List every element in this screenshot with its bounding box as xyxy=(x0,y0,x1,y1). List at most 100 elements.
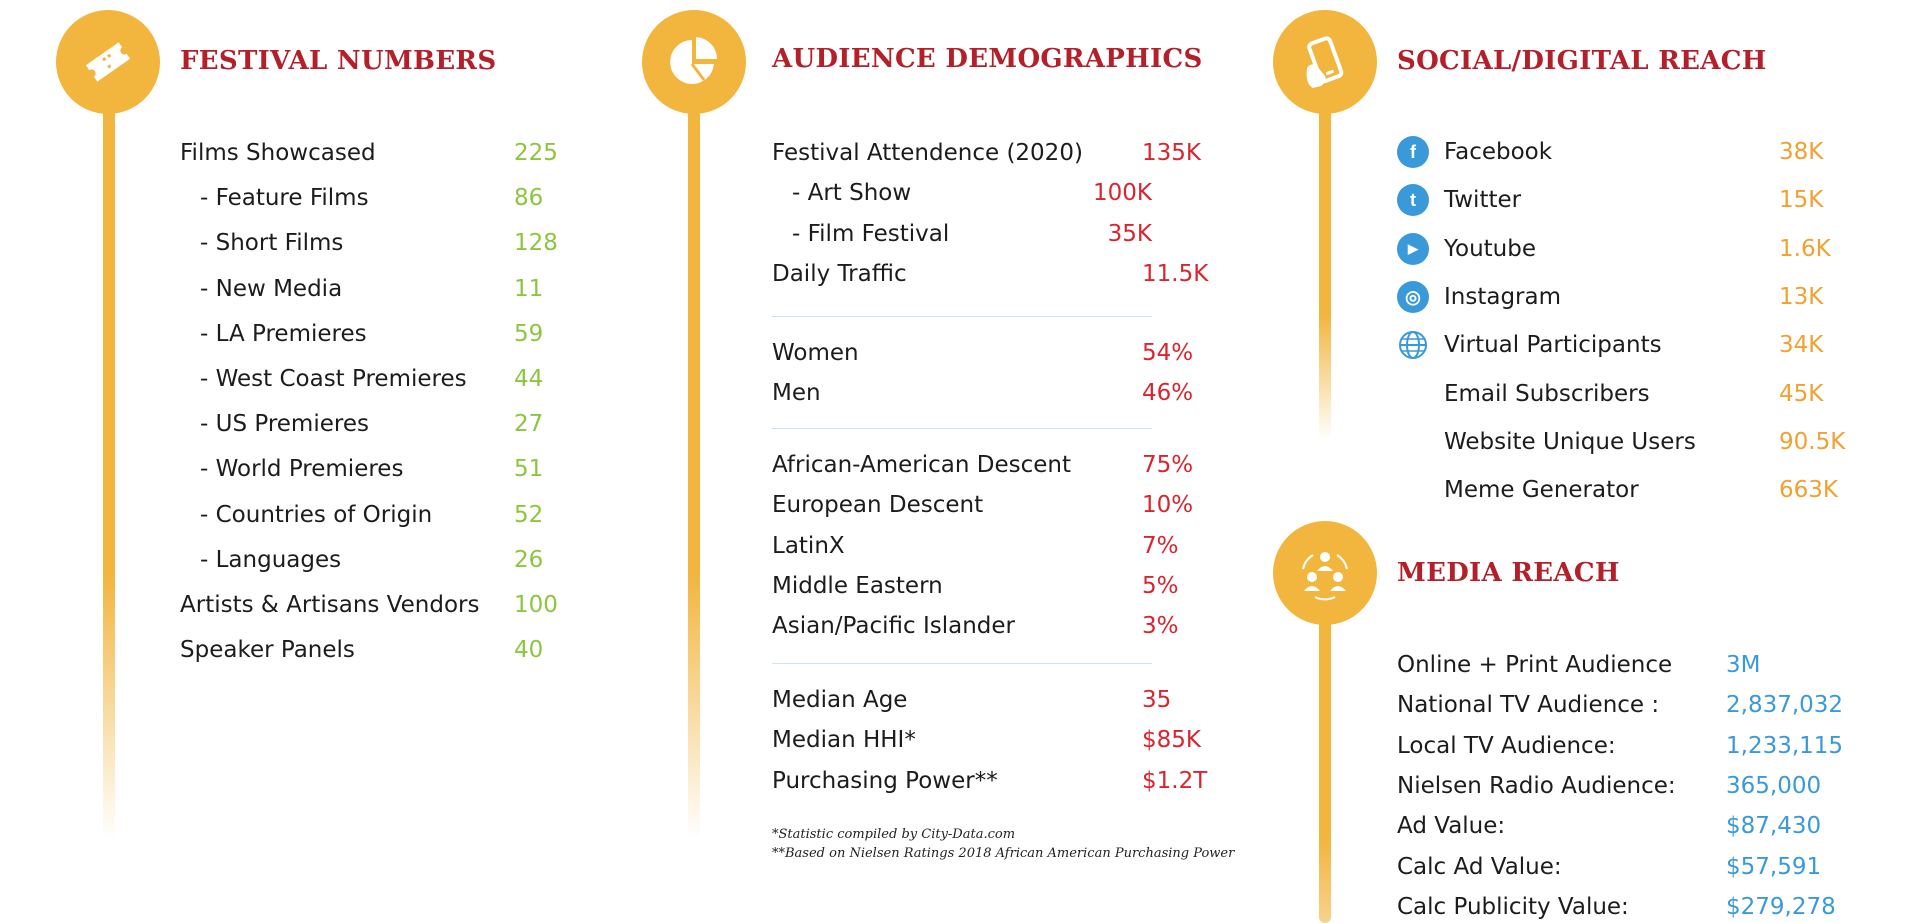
stat-value: 100K xyxy=(1093,180,1152,206)
stat-label: - West Coast Premieres xyxy=(200,366,467,392)
stat-value: 365,000 xyxy=(1726,773,1822,799)
audience-demographics-title: AUDIENCE DEMOGRAPHICS xyxy=(772,44,1203,74)
stat-label: - New Media xyxy=(200,276,343,302)
facebook-icon: f xyxy=(1397,136,1429,168)
audience-demographics-section: AUDIENCE DEMOGRAPHICS Festival Attendenc… xyxy=(610,0,1270,923)
stat-label: Films Showcased xyxy=(180,140,376,166)
stat-row: Middle Eastern xyxy=(772,571,943,601)
stat-label: - Film Festival xyxy=(792,221,950,247)
stat-value: 10% xyxy=(1142,492,1194,518)
stat-row: Local TV Audience: xyxy=(1397,731,1616,761)
stat-label: LatinX xyxy=(772,533,845,559)
stat-label: - Countries of Origin xyxy=(200,502,433,528)
stat-value: 225 xyxy=(514,140,558,166)
stat-value: 3% xyxy=(1142,613,1179,639)
stat-label: Median HHI* xyxy=(772,727,916,753)
stat-label: Artists & Artisans Vendors xyxy=(180,592,480,618)
stat-label: - World Premieres xyxy=(200,456,404,482)
stat-row: Purchasing Power** xyxy=(772,766,998,796)
stat-row: Website Unique Users xyxy=(1444,427,1696,457)
stat-label: Email Subscribers xyxy=(1444,381,1650,407)
stat-label: Facebook xyxy=(1444,139,1553,165)
stat-row: - Countries of Origin xyxy=(200,500,432,530)
stat-value: $87,430 xyxy=(1726,813,1822,839)
stat-row: - Languages xyxy=(200,545,341,575)
stat-label: Nielsen Radio Audience: xyxy=(1397,773,1676,799)
footnote-2: **Based on Nielsen Ratings 2018 African … xyxy=(772,846,1235,861)
social-digital-reach-title: SOCIAL/DIGITAL REACH xyxy=(1397,46,1767,76)
stat-value: 135K xyxy=(1142,140,1201,166)
section-divider xyxy=(772,663,1152,664)
stat-row: Instagram xyxy=(1444,282,1561,312)
stat-value: 26 xyxy=(514,547,544,573)
stat-value: 45K xyxy=(1779,381,1824,407)
stat-row: Ad Value: xyxy=(1397,811,1505,841)
stat-label: Women xyxy=(772,340,859,366)
stat-value: $1.2T xyxy=(1142,768,1208,794)
phone-hand-icon xyxy=(1273,10,1377,114)
stat-value: 86 xyxy=(514,185,544,211)
stat-row: - Short Films xyxy=(200,228,343,258)
stat-label: Meme Generator xyxy=(1444,477,1639,503)
stat-label: - US Premieres xyxy=(200,411,369,437)
instagram-icon: ◎ xyxy=(1397,281,1429,313)
section-divider xyxy=(772,428,1152,429)
stat-value: $57,591 xyxy=(1726,854,1822,880)
stat-label: Purchasing Power** xyxy=(772,768,998,794)
stat-value: 15K xyxy=(1779,187,1824,213)
stat-row: Speaker Panels xyxy=(180,635,355,665)
ticket-icon xyxy=(56,10,160,114)
stat-value: 35K xyxy=(1107,221,1152,247)
stat-value: 52 xyxy=(514,502,544,528)
stat-label: Ad Value: xyxy=(1397,813,1506,839)
stat-label: Virtual Participants xyxy=(1444,332,1662,358)
stat-value: 7% xyxy=(1142,533,1179,559)
twitter-icon: t xyxy=(1397,184,1429,216)
stat-row: Festival Attendence (2020) xyxy=(772,138,1083,168)
stat-value: 5% xyxy=(1142,573,1179,599)
media-reach-title: MEDIA REACH xyxy=(1397,558,1620,588)
stat-value: 54% xyxy=(1142,340,1194,366)
stat-row: Calc Publicity Value: xyxy=(1397,892,1629,922)
stat-value: 11.5K xyxy=(1142,261,1209,287)
stat-row: - World Premieres xyxy=(200,454,403,484)
stat-row: Men xyxy=(772,378,821,408)
stat-value: 11 xyxy=(514,276,544,302)
stat-row: Email Subscribers xyxy=(1444,379,1650,409)
stat-row: Twitter xyxy=(1444,185,1521,215)
stat-row: - LA Premieres xyxy=(200,319,367,349)
stat-value: 34K xyxy=(1779,332,1824,358)
stat-label: Asian/Pacific Islander xyxy=(772,613,1015,639)
section-divider xyxy=(772,316,1152,317)
stat-value: 75% xyxy=(1142,452,1194,478)
stat-label: African-American Descent xyxy=(772,452,1071,478)
timeline-stem xyxy=(103,80,115,840)
stat-row: - New Media xyxy=(200,274,342,304)
stat-label: Twitter xyxy=(1444,187,1522,213)
footnote-1: *Statistic compiled by City-Data.com xyxy=(772,827,1016,842)
festival-numbers-title: FESTIVAL NUMBERS xyxy=(180,46,497,76)
stat-value: $279,278 xyxy=(1726,894,1836,920)
stat-label: Men xyxy=(772,380,821,406)
stat-row: Artists & Artisans Vendors xyxy=(180,590,479,620)
stat-label: Middle Eastern xyxy=(772,573,943,599)
stat-value: 40 xyxy=(514,637,544,663)
stat-label: - Feature Films xyxy=(200,185,369,211)
stat-row: European Descent xyxy=(772,490,983,520)
stat-value: 46% xyxy=(1142,380,1194,406)
pie-chart-icon xyxy=(642,10,746,114)
stat-label: Daily Traffic xyxy=(772,261,907,287)
stat-value: 1,233,115 xyxy=(1726,733,1844,759)
stat-label: Calc Ad Value: xyxy=(1397,854,1562,880)
timeline-stem xyxy=(688,80,700,840)
stat-value: 51 xyxy=(514,456,544,482)
globe-icon xyxy=(1397,329,1429,361)
stat-value: 59 xyxy=(514,321,544,347)
stat-row: Meme Generator xyxy=(1444,475,1639,505)
stat-label: National TV Audience : xyxy=(1397,692,1660,718)
stat-label: Online + Print Audience xyxy=(1397,652,1673,678)
stat-row: Facebook xyxy=(1444,137,1552,167)
stat-label: Website Unique Users xyxy=(1444,429,1696,455)
stat-label: - LA Premieres xyxy=(200,321,367,347)
stat-row: - Art Show xyxy=(792,178,911,208)
